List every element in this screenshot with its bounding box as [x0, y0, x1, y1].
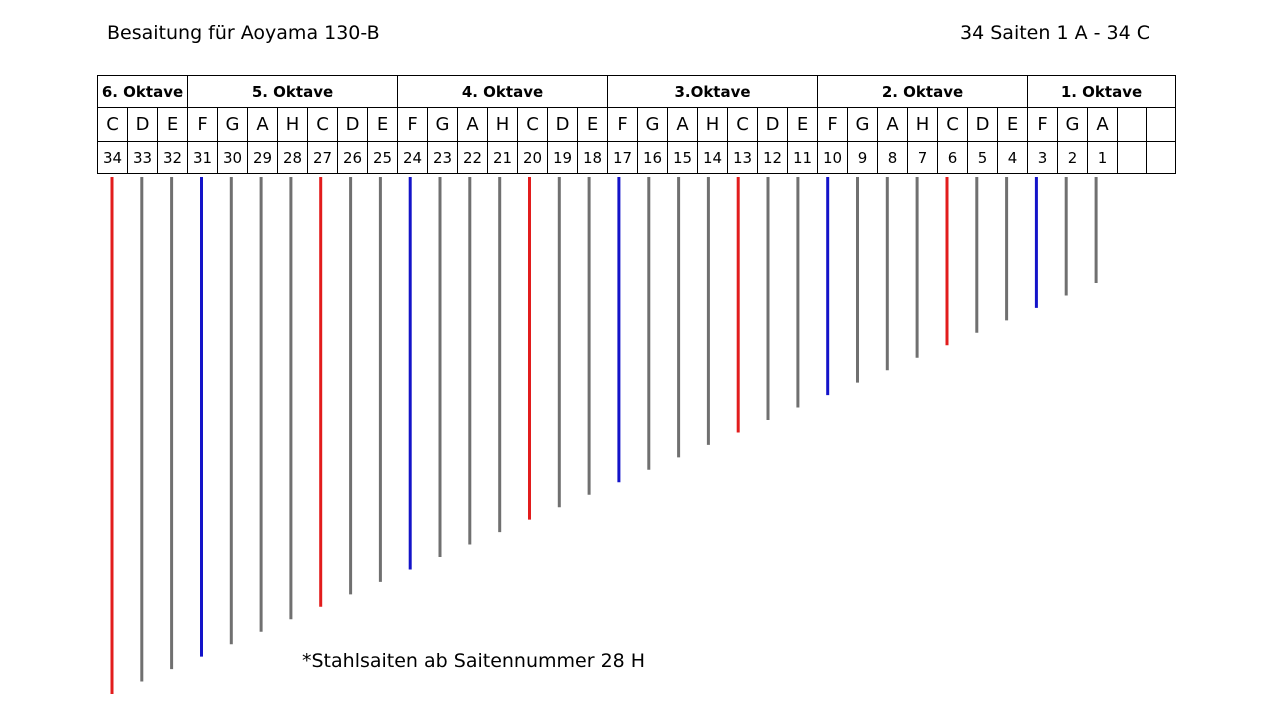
octave-row: 6. Oktave 5. Oktave 4. Oktave 3.Oktave 2. Ok… [97, 75, 1176, 108]
string-number-cell: 34 [97, 141, 128, 174]
string-number-cell: 9 [847, 141, 878, 174]
note-cell: C [727, 107, 758, 142]
string-number-cell: 29 [247, 141, 278, 174]
string-count-subtitle: 34 Saiten 1 A - 34 C [960, 22, 1150, 44]
note-cell: H [277, 107, 308, 142]
string-number-cell [1117, 141, 1147, 174]
note-cell [1146, 107, 1176, 142]
note-cell: A [457, 107, 488, 142]
note-cell: D [967, 107, 998, 142]
string-number-cell: 28 [277, 141, 308, 174]
octave-header: 6. Oktave [97, 75, 188, 108]
stringing-table: 6. Oktave 5. Oktave 4. Oktave 3.Oktave 2. Ok… [97, 75, 1176, 174]
note-cell: C [517, 107, 548, 142]
octave-header: 4. Oktave [397, 75, 608, 108]
string-number-cell: 4 [997, 141, 1028, 174]
note-cell: C [97, 107, 128, 142]
string-number-cell: 1 [1087, 141, 1118, 174]
note-cell: D [337, 107, 368, 142]
note-cell: A [667, 107, 698, 142]
string-number-cell: 23 [427, 141, 458, 174]
note-cell: E [367, 107, 398, 142]
string-number-row: 34 33 32 31 30 29 28 27 26 25 24 23 22 21 20 19 18 17 16 15… [97, 141, 1176, 174]
string-number-cell: 27 [307, 141, 338, 174]
string-number-cell: 11 [787, 141, 818, 174]
string-number-cell: 19 [547, 141, 578, 174]
note-cell: A [1087, 107, 1118, 142]
string-number-cell: 6 [937, 141, 968, 174]
string-number-cell: 18 [577, 141, 608, 174]
note-cell: G [1057, 107, 1088, 142]
note-cell: D [547, 107, 578, 142]
note-cell: H [487, 107, 518, 142]
string-number-cell: 8 [877, 141, 908, 174]
note-cell: A [877, 107, 908, 142]
string-number-cell: 15 [667, 141, 698, 174]
note-cell: H [697, 107, 728, 142]
string-number-cell: 33 [127, 141, 158, 174]
page-title: Besaitung für Aoyama 130-B [107, 22, 380, 44]
note-cell: C [937, 107, 968, 142]
note-cell: G [847, 107, 878, 142]
string-number-cell: 24 [397, 141, 428, 174]
string-number-cell: 10 [817, 141, 848, 174]
string-number-cell: 7 [907, 141, 938, 174]
string-number-cell: 17 [607, 141, 638, 174]
note-cell: G [427, 107, 458, 142]
string-number-cell: 2 [1057, 141, 1088, 174]
octave-header: 2. Oktave [817, 75, 1028, 108]
string-number-cell: 31 [187, 141, 218, 174]
string-number-cell: 20 [517, 141, 548, 174]
note-cell: F [1027, 107, 1058, 142]
note-cell: F [397, 107, 428, 142]
note-cell: G [217, 107, 248, 142]
string-number-cell: 14 [697, 141, 728, 174]
string-number-cell: 3 [1027, 141, 1058, 174]
note-cell: F [187, 107, 218, 142]
string-number-cell: 32 [157, 141, 188, 174]
string-number-cell [1146, 141, 1176, 174]
string-number-cell: 5 [967, 141, 998, 174]
note-cell: E [577, 107, 608, 142]
string-number-cell: 21 [487, 141, 518, 174]
note-cell: G [637, 107, 668, 142]
string-number-cell: 12 [757, 141, 788, 174]
octave-header: 3.Oktave [607, 75, 818, 108]
footnote: *Stahlsaiten ab Saitennummer 28 H [302, 650, 646, 672]
string-number-cell: 13 [727, 141, 758, 174]
note-cell: E [157, 107, 188, 142]
note-cell: F [817, 107, 848, 142]
note-cell: F [607, 107, 638, 142]
string-number-cell: 22 [457, 141, 488, 174]
note-cell: H [907, 107, 938, 142]
string-number-cell: 30 [217, 141, 248, 174]
note-cell: E [787, 107, 818, 142]
note-cell [1117, 107, 1147, 142]
note-cell: D [757, 107, 788, 142]
string-number-cell: 26 [337, 141, 368, 174]
string-number-cell: 25 [367, 141, 398, 174]
octave-header: 5. Oktave [187, 75, 398, 108]
string-number-cell: 16 [637, 141, 668, 174]
note-cell: E [997, 107, 1028, 142]
note-cell: D [127, 107, 158, 142]
note-cell: C [307, 107, 338, 142]
octave-header: 1. Oktave [1027, 75, 1176, 108]
note-cell: A [247, 107, 278, 142]
